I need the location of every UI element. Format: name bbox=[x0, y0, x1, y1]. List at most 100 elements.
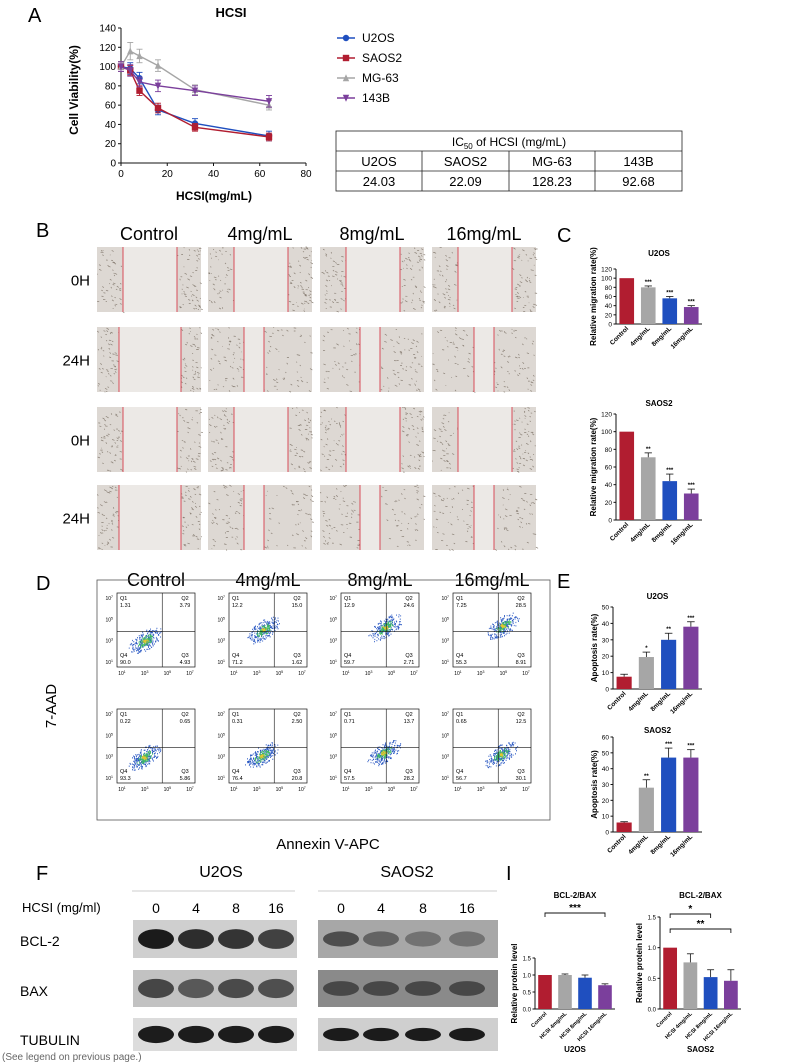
flow-x-tick-label: 105 bbox=[164, 786, 172, 793]
flow-scatter-core bbox=[499, 752, 503, 758]
flow-x-tick-label: 101 bbox=[454, 670, 462, 677]
flow-x-tick-label: 103 bbox=[477, 670, 485, 677]
flow-y-tick-exp: 3 bbox=[447, 638, 449, 642]
protein-u2os-bar bbox=[578, 977, 592, 1009]
migration-saos2-y-tick-label: 80 bbox=[605, 447, 613, 454]
blot-band bbox=[323, 981, 359, 996]
flow-y-tick-exp: 1 bbox=[223, 775, 225, 779]
flow-y-tick-exp: 5 bbox=[447, 616, 449, 620]
viability-point bbox=[191, 124, 199, 131]
flow-q2-value: 2.50 bbox=[292, 719, 303, 725]
flow-y-tick-label: 105 bbox=[329, 732, 337, 739]
flow-y-tick-exp: 5 bbox=[447, 732, 449, 736]
apoptosis-saos2-title: SAOS2 bbox=[644, 726, 672, 735]
wound-gap bbox=[123, 407, 177, 472]
flow-y-tick-label: 101 bbox=[105, 775, 113, 782]
migration-u2os-y-tick-label: 100 bbox=[601, 276, 612, 283]
protein-saos2-y-tick-label: 0.0 bbox=[648, 1008, 657, 1014]
flow-q4-label: Q4 bbox=[232, 653, 239, 659]
viability-x-label: HCSI(mg/mL) bbox=[176, 189, 252, 203]
protein-u2os-y-tick-label: 0.0 bbox=[523, 1008, 532, 1014]
blot-protein-label: BAX bbox=[20, 983, 49, 999]
flow-border bbox=[96, 579, 551, 821]
viability-y-label: Cell Viability(%) bbox=[67, 45, 81, 135]
viability-y-tick-label: 120 bbox=[99, 43, 116, 54]
migration-u2os-y-tick-label: 40 bbox=[605, 303, 613, 310]
flow-q3-label: Q3 bbox=[405, 769, 412, 775]
migration-u2os-y-tick-label: 60 bbox=[605, 294, 613, 301]
migration-saos2-title: SAOS2 bbox=[645, 399, 673, 408]
migration-u2os-y-tick-label: 120 bbox=[601, 267, 612, 274]
flow-y-tick-exp: 7 bbox=[223, 711, 225, 715]
apoptosis-u2os-y-tick-label: 50 bbox=[602, 605, 610, 612]
apoptosis-u2os-significance: * bbox=[645, 646, 648, 652]
flow-y-tick-exp: 1 bbox=[447, 775, 449, 779]
protein-saos2-category-label: Control bbox=[655, 1011, 673, 1029]
flow-y-tick-exp: 3 bbox=[335, 638, 337, 642]
panel-letter-f: F bbox=[36, 863, 48, 885]
flow-y-tick-label: 107 bbox=[329, 595, 337, 602]
protein-saos2-bar bbox=[663, 947, 678, 1009]
viability-point bbox=[136, 87, 143, 94]
flow-plot: 101 101 103 103 105 105 107 107 Q11.31 Q23.79 Q490… bbox=[105, 592, 196, 677]
viability-y-tick-label: 20 bbox=[105, 139, 117, 150]
flow-x-tick-exp: 1 bbox=[236, 786, 238, 790]
blot-strip-u2os bbox=[133, 1018, 297, 1051]
flow-x-tick-label: 107 bbox=[410, 670, 418, 677]
protein-u2os-bracket bbox=[544, 912, 606, 917]
flow-q2-value: 24.6 bbox=[404, 603, 415, 609]
flow-x-tick-label: 101 bbox=[118, 670, 126, 677]
blot-strip-saos2 bbox=[318, 1018, 498, 1051]
panel-letter-d: D bbox=[36, 573, 50, 595]
flow-y-tick-label: 105 bbox=[217, 732, 225, 739]
flow-scatter-core bbox=[259, 754, 266, 759]
blot-dose-u2os: 8 bbox=[232, 900, 240, 916]
ic50-value-143b: 92.68 bbox=[622, 174, 655, 189]
apoptosis-u2os-y-tick-label: 0 bbox=[605, 687, 609, 694]
flow-x-tick-exp: 3 bbox=[370, 786, 372, 790]
apoptosis-u2os-significance: *** bbox=[687, 616, 695, 622]
flow-y-tick-exp: 7 bbox=[335, 711, 337, 715]
apoptosis-saos2-category-label: Control bbox=[606, 833, 627, 854]
flow-y-tick-label: 105 bbox=[329, 616, 337, 623]
flow-q3-label: Q3 bbox=[181, 653, 188, 659]
flow-y-tick-label: 107 bbox=[217, 711, 225, 718]
wound-image bbox=[208, 246, 314, 312]
flow-x-tick-exp: 1 bbox=[460, 786, 462, 790]
flow-q3-label: Q3 bbox=[293, 653, 300, 659]
wound-image bbox=[432, 485, 539, 551]
migration-saos2-significance: ** bbox=[646, 447, 651, 453]
flow-plot-frame bbox=[340, 708, 420, 784]
migration-u2os-significance: *** bbox=[666, 291, 674, 297]
protein-saos2-y-label: Relative protein level bbox=[635, 923, 644, 1003]
flow-x-tick-exp: 7 bbox=[416, 786, 418, 790]
ic50-value-mg-63: 128.23 bbox=[532, 174, 572, 189]
blot-band bbox=[449, 931, 485, 947]
apoptosis-saos2-y-tick-label: 40 bbox=[602, 766, 610, 773]
flow-x-tick-label: 105 bbox=[276, 786, 284, 793]
apoptosis-saos2-significance: *** bbox=[665, 742, 673, 748]
footer-note: (See legend on previous page.) bbox=[2, 1052, 142, 1062]
flow-q4-label: Q4 bbox=[120, 653, 127, 659]
flow-x-tick-exp: 5 bbox=[169, 786, 171, 790]
flow-x-tick-exp: 7 bbox=[304, 786, 306, 790]
flow-q4-value: 56.7 bbox=[456, 776, 467, 782]
apoptosis-u2os-title: U2OS bbox=[647, 592, 669, 601]
blot-band bbox=[138, 929, 174, 949]
viability-series-143b bbox=[117, 61, 273, 108]
wound-cell-texture bbox=[97, 408, 203, 473]
viability-y-tick-label: 100 bbox=[99, 62, 116, 73]
protein-saos2-bar bbox=[683, 962, 698, 1009]
apoptosis-u2os-bar bbox=[661, 639, 677, 689]
legend-label-mg-63: MG-63 bbox=[362, 71, 399, 85]
blot-dose-u2os: 0 bbox=[152, 900, 160, 916]
wound-row-label: 24H bbox=[62, 511, 90, 528]
protein-saos2-bar bbox=[723, 980, 738, 1009]
protein-u2os-y-tick-label: 1.5 bbox=[523, 957, 532, 963]
migration-u2os-significance: *** bbox=[688, 300, 696, 306]
flow-y-tick-label: 107 bbox=[105, 595, 113, 602]
flow-q3-value: 2.71 bbox=[404, 660, 415, 666]
ic50-title-prefix: IC bbox=[452, 135, 464, 149]
flow-q3-value: 5.86 bbox=[180, 776, 191, 782]
flow-q3-label: Q3 bbox=[517, 653, 524, 659]
